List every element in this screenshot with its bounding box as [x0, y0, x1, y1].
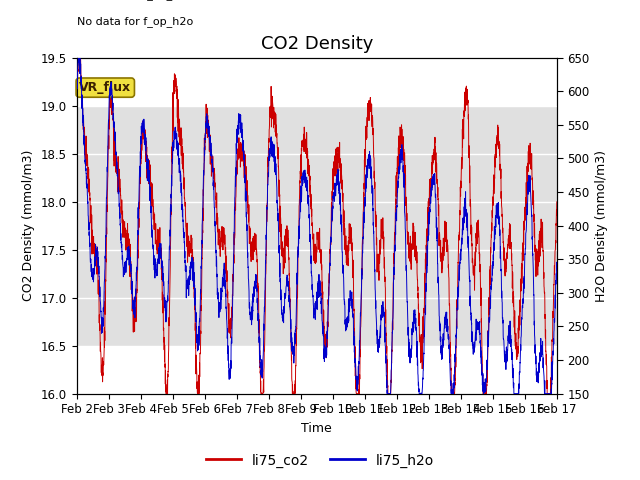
Text: No data for f_op_h2o: No data for f_op_h2o [77, 16, 193, 27]
Legend: li75_co2, li75_h2o: li75_co2, li75_h2o [200, 448, 440, 473]
Title: CO2 Density: CO2 Density [260, 35, 373, 53]
Bar [77, 106, 557, 346]
Text: VR_flux: VR_flux [79, 81, 131, 94]
Y-axis label: CO2 Density (mmol/m3): CO2 Density (mmol/m3) [22, 150, 35, 301]
Y-axis label: H2O Density (mmol/m3): H2O Density (mmol/m3) [595, 150, 608, 301]
X-axis label: Time: Time [301, 422, 332, 435]
